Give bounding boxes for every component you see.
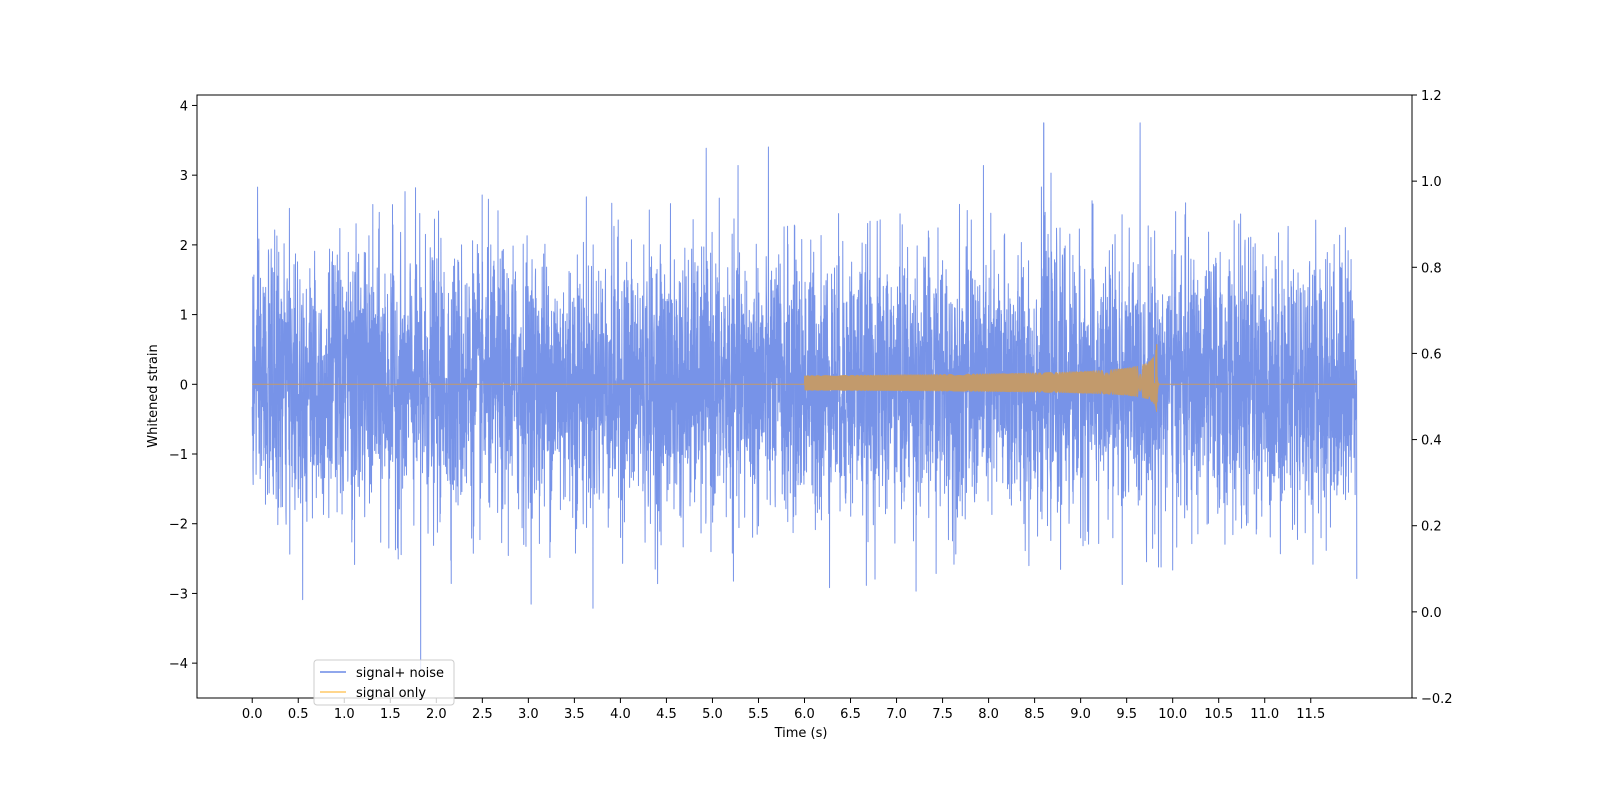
x-tick-label: 6.5 <box>840 707 861 722</box>
y-tick-label-right: −0.2 <box>1421 692 1453 707</box>
x-tick-label: 0.0 <box>242 707 263 722</box>
y-tick-label-right: 1.0 <box>1421 175 1442 190</box>
x-tick-label: 11.5 <box>1296 707 1325 722</box>
y-tick-label-left: 1 <box>180 309 188 324</box>
x-tick-label: 10.5 <box>1204 707 1233 722</box>
legend: signal+ noise signal only <box>313 659 455 706</box>
y-tick-label-left: 0 <box>180 378 188 393</box>
x-tick-label: 1.5 <box>380 707 401 722</box>
x-tick-label: 9.5 <box>1116 707 1137 722</box>
y-tick-label-right: 0.0 <box>1421 606 1442 621</box>
x-tick-label: 10.0 <box>1158 707 1187 722</box>
x-tick-label: 2.5 <box>472 707 493 722</box>
y-tick-label-right: 0.8 <box>1421 261 1442 276</box>
legend-entry-signal-noise: signal+ noise <box>356 666 444 681</box>
series-line-signal-noise <box>251 122 1358 671</box>
y-tick-label-left: 2 <box>180 239 188 254</box>
x-tick-label: 8.5 <box>1024 707 1045 722</box>
y-axis-label: Whitened strain <box>146 344 161 447</box>
x-tick-label: 7.0 <box>886 707 907 722</box>
y-tick-label-right: 0.2 <box>1421 520 1442 535</box>
x-tick-label: 11.0 <box>1250 707 1279 722</box>
x-tick-label: 7.5 <box>932 707 953 722</box>
y-tick-label-left: −4 <box>169 657 188 672</box>
legend-entry-signal-only: signal only <box>356 686 426 701</box>
x-tick-label: 5.0 <box>702 707 723 722</box>
x-tick-label: 4.5 <box>656 707 677 722</box>
x-tick-label: 6.0 <box>794 707 815 722</box>
x-tick-label: 8.0 <box>978 707 999 722</box>
legend-box <box>313 659 455 706</box>
x-tick-label: 4.0 <box>610 707 631 722</box>
x-tick-label: 9.0 <box>1070 707 1091 722</box>
x-tick-label: 5.5 <box>748 707 769 722</box>
x-tick-label: 3.0 <box>518 707 539 722</box>
x-tick-label: 3.5 <box>564 707 585 722</box>
y-tick-label-left: 3 <box>180 169 188 184</box>
x-tick-label: 1.0 <box>334 707 355 722</box>
y-tick-label-right: 0.6 <box>1421 347 1442 362</box>
y-tick-label-left: −2 <box>169 518 188 533</box>
y-tick-label-right: 0.4 <box>1421 434 1442 449</box>
x-tick-label: 2.0 <box>426 707 447 722</box>
x-tick-label: 0.5 <box>288 707 309 722</box>
series-line-signal-only <box>252 344 1357 412</box>
y-tick-label-right: 1.2 <box>1421 89 1442 104</box>
y-tick-label-left: −1 <box>169 448 188 463</box>
y-tick-label-left: −3 <box>169 587 188 602</box>
x-axis-label: Time (s) <box>774 726 828 741</box>
y-tick-label-left: 4 <box>180 99 188 114</box>
